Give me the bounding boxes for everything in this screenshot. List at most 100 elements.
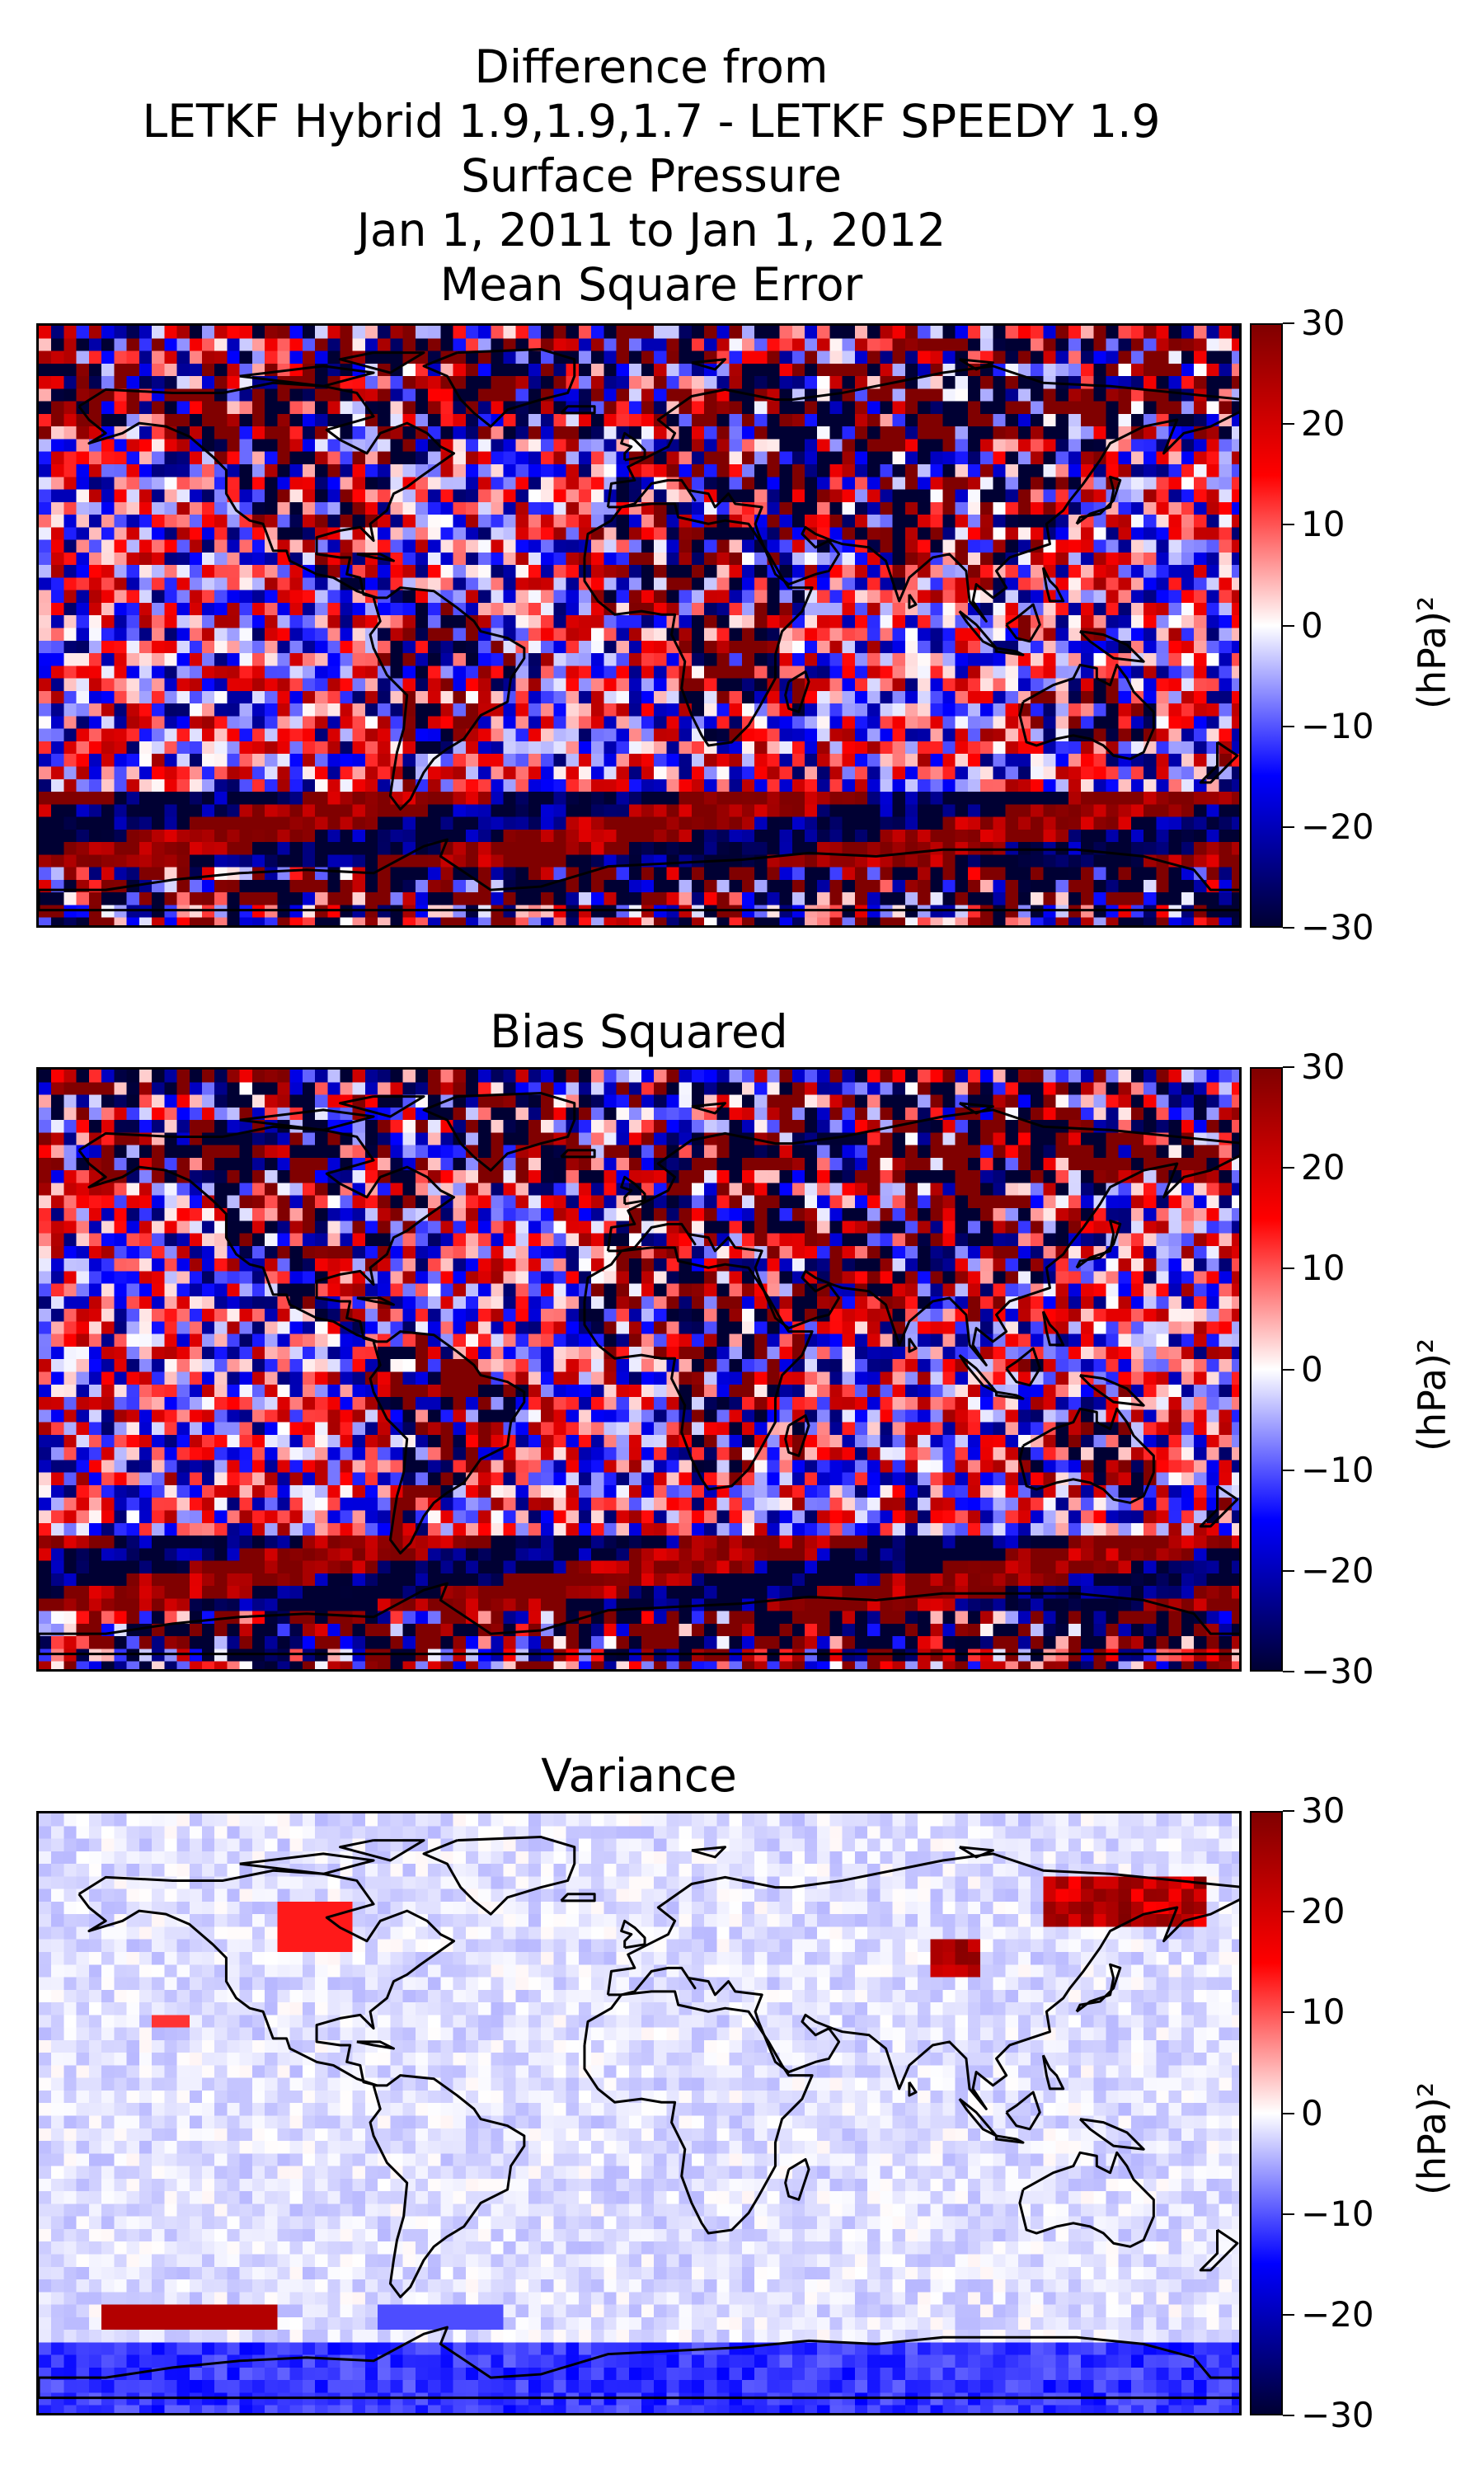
colorbar-tick-label: 0 — [1301, 2092, 1323, 2133]
colorbar-tick-label: 30 — [1301, 1790, 1345, 1831]
coastline-segment — [1041, 2054, 1065, 2091]
colorbar-tick — [1283, 1167, 1294, 1169]
coastline-segment — [620, 1175, 646, 1206]
coastline-segment — [606, 365, 1239, 623]
coastline-segment — [958, 2097, 998, 2138]
colorbar-tick-label: 20 — [1301, 1891, 1345, 1932]
colorbar-tick — [1283, 1911, 1294, 1913]
coastline-segment — [691, 1846, 727, 1859]
coastline-segment — [1078, 2118, 1145, 2151]
coastline-segment — [239, 365, 375, 388]
colorbar-tick — [1283, 1810, 1294, 1812]
figure-title: Difference from LETKF Hybrid 1.9,1.9,1.7… — [33, 40, 1270, 312]
colorbar-tick — [1283, 1368, 1294, 1371]
variance-map — [36, 1811, 1242, 2415]
title-line-3: Surface Pressure — [461, 149, 842, 202]
coastline-segment — [994, 2134, 1025, 2144]
variance-coastlines — [39, 1836, 1239, 2400]
coastline-segment — [583, 1246, 814, 1491]
coastline-segment — [1075, 475, 1122, 525]
colorbar-tick-label: −20 — [1301, 2293, 1374, 2335]
coastline-segment — [239, 1852, 375, 1875]
bias-colorbar-label: (hPa)² — [1410, 1338, 1454, 1451]
colorbar-tick-label: 0 — [1301, 1348, 1323, 1390]
coastline-segment — [1078, 1374, 1145, 1407]
coastline-segment — [908, 593, 918, 609]
coastline-segment — [784, 670, 810, 713]
coastline-segment — [1199, 741, 1239, 784]
colorbar-tick — [1283, 1268, 1294, 1270]
colorbar-tick — [1283, 825, 1294, 828]
colorbar-tick-label: −30 — [1301, 1651, 1374, 1691]
coastline-segment — [369, 1330, 526, 1554]
coastline-segment — [620, 1919, 646, 1950]
coastline-segment — [1199, 1484, 1239, 1528]
colorbar-tick — [1283, 2112, 1294, 2114]
coastline-segment — [422, 1836, 576, 1916]
coastline-segment — [339, 1839, 425, 1862]
coastline-segment — [339, 1095, 425, 1118]
coastline-segment — [560, 1149, 596, 1159]
coastline-segment — [239, 1108, 375, 1131]
coastline-segment — [583, 1990, 814, 2235]
coastline-segment — [1018, 1407, 1155, 1504]
bias-map — [36, 1067, 1242, 1672]
coastline-segment — [356, 1296, 395, 1306]
coastline-segment — [1005, 1347, 1041, 1387]
bias-coastlines — [39, 1092, 1239, 1656]
colorbar-tick — [1283, 1671, 1294, 1672]
coastline-segment — [1041, 567, 1065, 603]
title-line-5: Mean Square Error — [439, 258, 863, 311]
colorbar-tick-label: 20 — [1301, 403, 1345, 444]
colorbar-tick-label: 10 — [1301, 1248, 1345, 1289]
coastline-segment — [356, 553, 395, 562]
title-line-4: Jan 1, 2011 to Jan 1, 2012 — [356, 204, 946, 256]
coastline-segment — [422, 1092, 576, 1172]
colorbar-tick — [1283, 1569, 1294, 1572]
variance-panel-title: Variance — [541, 1749, 737, 1802]
coastline-segment — [1005, 2091, 1041, 2131]
colorbar-tick-label: 20 — [1301, 1147, 1345, 1188]
coastline-segment — [958, 1353, 998, 1394]
coastline-segment — [583, 502, 814, 747]
title-line-2: LETKF Hybrid 1.9,1.9,1.7 - LETKF SPEEDY … — [142, 95, 1161, 148]
colorbar-tick-label: −20 — [1301, 1550, 1374, 1591]
coastline-segment — [691, 1102, 727, 1115]
coastline-segment — [560, 405, 596, 415]
coastline-segment — [908, 1337, 918, 1353]
coastline-segment — [422, 348, 576, 428]
colorbar-tick — [1283, 1469, 1294, 1471]
colorbar-tick — [1283, 2213, 1294, 2215]
coastline-segment — [784, 1413, 810, 1457]
colorbar-tick — [1283, 725, 1294, 727]
coastline-segment — [39, 2326, 1239, 2400]
colorbar-tick-label: −10 — [1301, 2193, 1374, 2234]
coastline-segment — [39, 838, 1239, 912]
colorbar-tick-label: −20 — [1301, 806, 1374, 847]
variance-colorbar — [1250, 1811, 1283, 2415]
coastline-segment — [339, 351, 425, 374]
coastline-segment — [994, 647, 1025, 656]
coastline-segment — [369, 2074, 526, 2298]
colorbar-tick — [1283, 2415, 1294, 2416]
colorbar-tick — [1283, 2011, 1294, 2014]
colorbar-tick — [1283, 423, 1294, 426]
mse-colorbar-label: (hPa)² — [1410, 595, 1454, 709]
colorbar-tick — [1283, 524, 1294, 526]
colorbar-tick-label: 10 — [1301, 504, 1345, 545]
coastline-segment — [1041, 1310, 1065, 1347]
coastline-segment — [620, 431, 646, 462]
coastline-segment — [77, 1869, 456, 2087]
coastline-segment — [1075, 1219, 1122, 1269]
colorbar-tick-label: 10 — [1301, 1992, 1345, 2033]
coastline-segment — [1005, 603, 1041, 643]
coastline-segment — [691, 358, 727, 371]
coastline-segment — [994, 1390, 1025, 1400]
colorbar-tick-label: 0 — [1301, 604, 1323, 646]
coastline-segment — [908, 2081, 918, 2097]
colorbar-tick — [1283, 1066, 1294, 1068]
coastline-segment — [77, 381, 456, 600]
colorbar-tick-label: −10 — [1301, 1449, 1374, 1490]
coastline-segment — [1199, 2228, 1239, 2272]
colorbar-tick-label: −30 — [1301, 907, 1374, 948]
